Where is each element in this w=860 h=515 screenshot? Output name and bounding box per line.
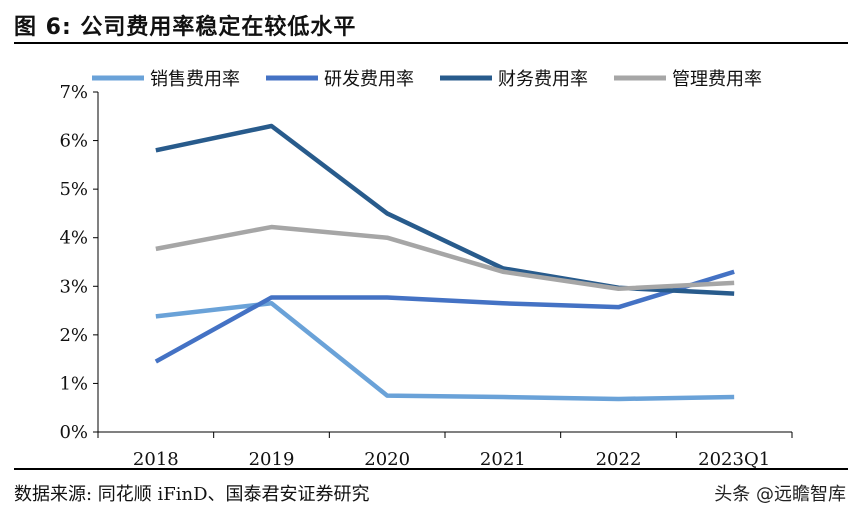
x-tick-label: 2023Q1	[698, 449, 770, 470]
figure-header: 图 6: 公司费用率稳定在较低水平	[14, 8, 848, 44]
series-line	[154, 269, 735, 364]
y-tick-label: 7%	[59, 82, 88, 103]
series-line	[155, 301, 735, 402]
legend-label: 研发费用率	[324, 69, 414, 90]
x-tick-label: 2022	[596, 449, 642, 470]
x-tick-label: 2021	[480, 449, 526, 470]
figure-title: 图 6: 公司费用率稳定在较低水平	[14, 15, 357, 40]
x-tick-label: 2020	[364, 449, 410, 470]
legend-label: 管理费用率	[672, 69, 762, 90]
legend-label: 财务费用率	[498, 69, 588, 90]
y-tick-label: 0%	[59, 422, 88, 443]
y-tick-label: 3%	[59, 276, 88, 297]
data-source: 数据来源: 同花顺 iFinD、国泰君安证券研究	[14, 484, 370, 505]
series-line	[155, 123, 735, 296]
y-tick-label: 4%	[59, 228, 88, 249]
x-tick-label: 2018	[133, 449, 179, 470]
legend-label: 销售费用率	[150, 69, 240, 90]
y-tick-label: 6%	[59, 131, 88, 152]
watermark: 头条 @远瞻智库	[714, 484, 846, 505]
y-tick-label: 1%	[59, 373, 88, 394]
x-tick-label: 2019	[249, 449, 295, 470]
figure-footer: 数据来源: 同花顺 iFinD、国泰君安证券研究 头条 @远瞻智库	[14, 468, 848, 515]
y-tick-label: 2%	[59, 325, 88, 346]
series-line	[155, 224, 735, 291]
y-tick-label: 5%	[59, 179, 88, 200]
